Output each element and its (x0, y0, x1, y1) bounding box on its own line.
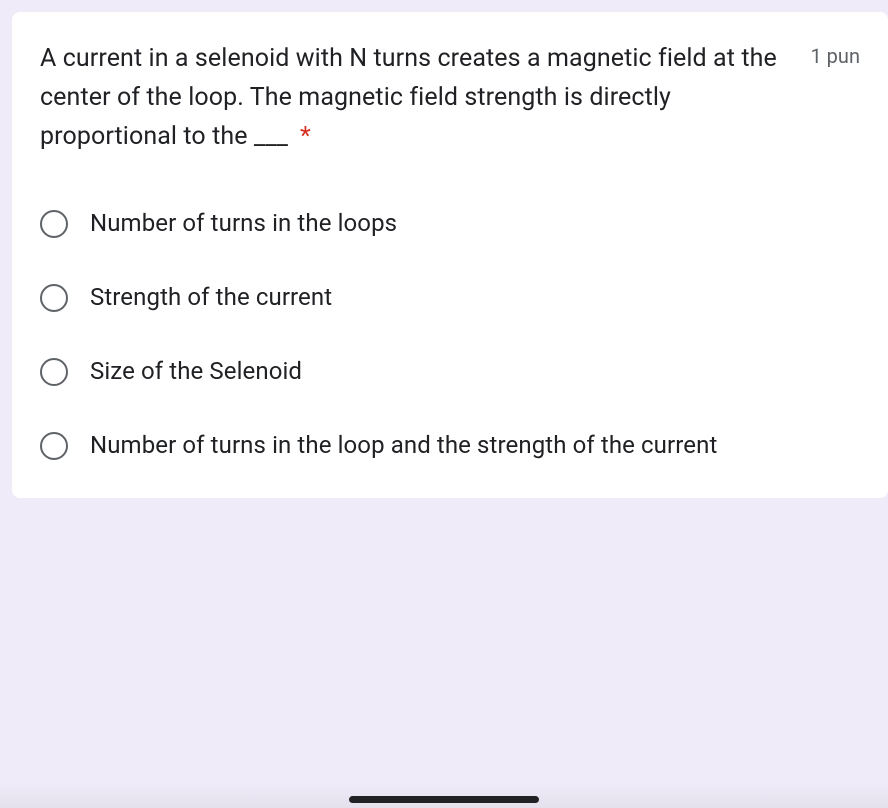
question-card: A current in a selenoid with N turns cre… (12, 12, 888, 498)
option-label: Number of turns in the loops (90, 207, 397, 241)
radio-icon[interactable] (40, 210, 68, 238)
option-row[interactable]: Number of turns in the loops (40, 204, 860, 244)
radio-icon[interactable] (40, 432, 68, 460)
option-label: Size of the Selenoid (90, 355, 302, 389)
question-header: A current in a selenoid with N turns cre… (40, 40, 860, 156)
option-label: Strength of the current (90, 281, 332, 315)
required-asterisk: * (300, 122, 311, 151)
option-row[interactable]: Size of the Selenoid (40, 352, 860, 392)
radio-icon[interactable] (40, 358, 68, 386)
question-text-wrap: A current in a selenoid with N turns cre… (40, 40, 804, 156)
question-text: A current in a selenoid with N turns cre… (40, 44, 777, 151)
options-group: Number of turns in the loops Strength of… (40, 204, 860, 466)
option-row[interactable]: Number of turns in the loop and the stre… (40, 426, 860, 466)
option-row[interactable]: Strength of the current (40, 278, 860, 318)
home-indicator (349, 796, 539, 803)
option-label: Number of turns in the loop and the stre… (90, 429, 717, 463)
points-label: 1 pun (810, 40, 860, 68)
radio-icon[interactable] (40, 284, 68, 312)
